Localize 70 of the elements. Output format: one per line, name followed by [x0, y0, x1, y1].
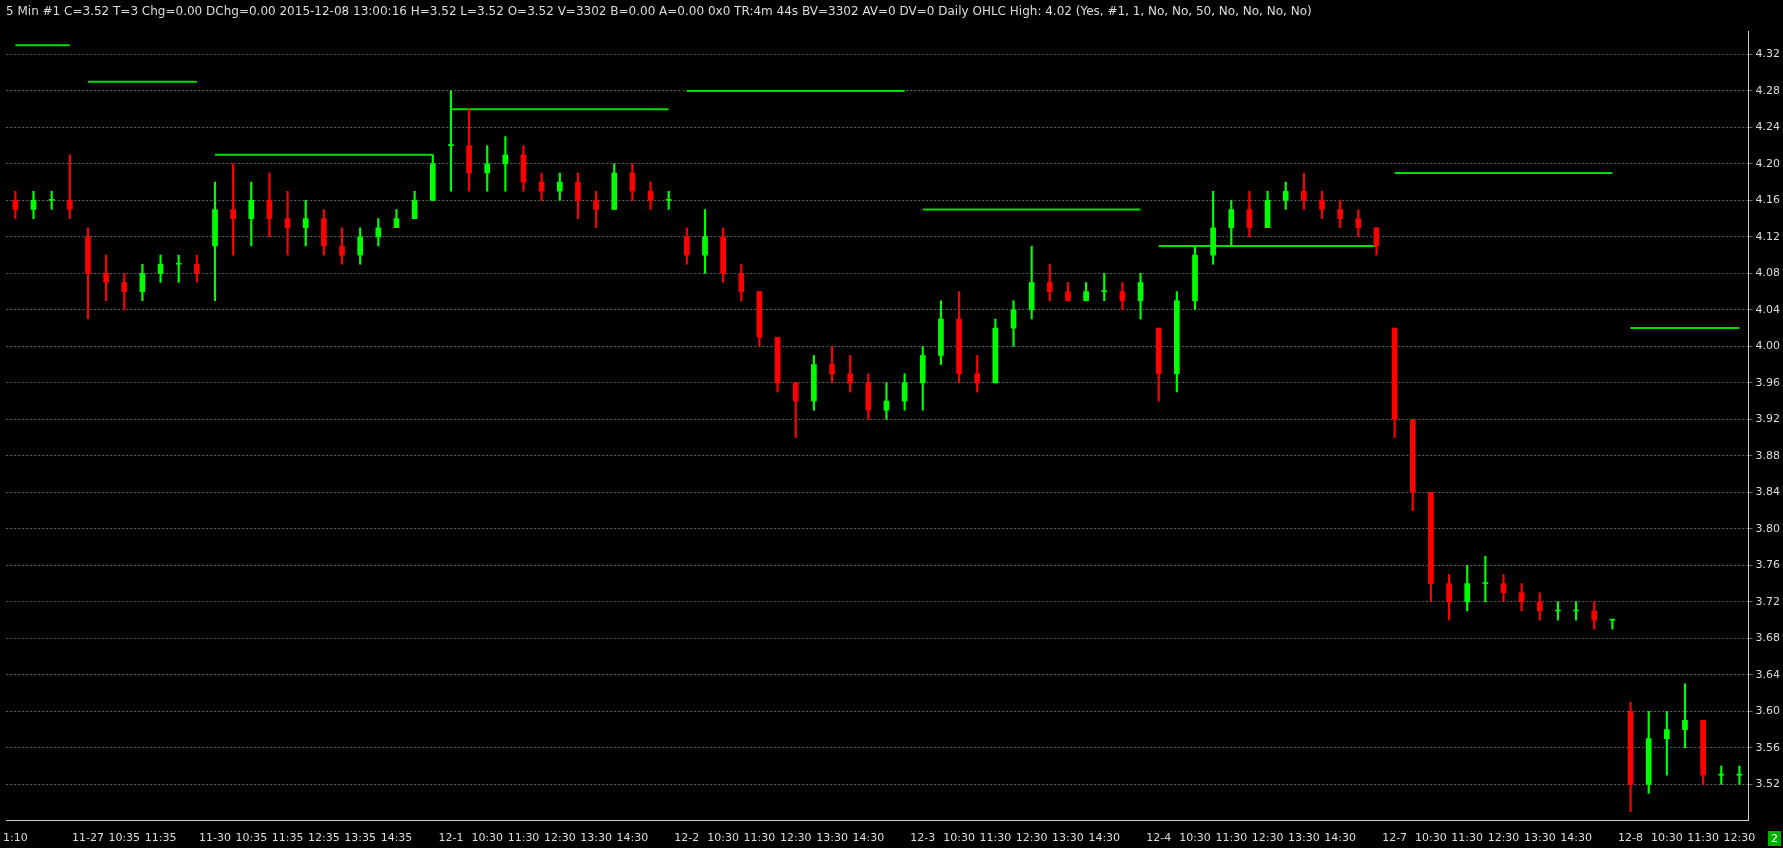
x-tick-label: 12-1	[438, 831, 464, 845]
candlestick	[448, 90, 454, 192]
x-tick-label: 14:30	[1560, 831, 1592, 845]
x-tick-label: 11:35	[144, 831, 177, 845]
y-tick-label: 4.04	[1755, 302, 1781, 316]
x-tick-label: 13:30	[580, 831, 612, 845]
y-tick-label: 4.32	[1755, 47, 1781, 61]
y-tick-label: 3.76	[1755, 558, 1781, 572]
y-tick-label: 3.52	[1755, 777, 1781, 791]
y-tick-label: 3.60	[1755, 704, 1781, 718]
y-tick-label: 3.80	[1755, 521, 1781, 535]
y-tick-label: 3.92	[1755, 412, 1781, 426]
x-tick-label: 12:30	[1723, 831, 1756, 845]
y-tick-label: 3.96	[1755, 375, 1781, 389]
x-tick-label: 11:30	[507, 831, 540, 845]
x-tick-label: 11:35	[271, 831, 304, 845]
x-tick-label: 13:35	[344, 831, 377, 845]
y-tick-label: 3.88	[1755, 448, 1781, 462]
x-tick-label: 10:30	[471, 831, 504, 845]
candlestick	[1736, 765, 1743, 785]
x-tick-label: 14:30	[616, 831, 649, 845]
x-tick-label: 13:30	[1523, 831, 1556, 845]
x-tick-label: 10:35	[108, 831, 141, 845]
x-tick-label: 13:30	[1052, 831, 1084, 845]
x-tick-label: 10:30	[1650, 831, 1683, 845]
x-tick-label: 12-4	[1146, 831, 1172, 845]
x-tick-label: 11-30	[199, 831, 231, 845]
y-tick-label: 4.20	[1755, 156, 1781, 170]
x-tick-label: 10:30	[1415, 831, 1447, 845]
y-tick-label: 3.72	[1755, 594, 1781, 608]
x-tick-label: 10:30	[1179, 831, 1211, 845]
x-tick-label: 12-7	[1382, 831, 1408, 845]
x-tick-label: 12-3	[910, 831, 936, 845]
text: 2	[1768, 831, 1781, 846]
x-tick-label: 10:30	[943, 831, 975, 845]
x-tick-label: 12:30	[779, 831, 812, 845]
x-tick-label: 10:30	[707, 831, 739, 845]
x-tick-label: 11:30	[1215, 831, 1248, 845]
x-tick-label: 12:30	[543, 831, 576, 845]
x-tick-label: 11:30	[743, 831, 776, 845]
y-tick-label: 4.00	[1755, 339, 1781, 353]
x-tick-label: 10:35	[235, 831, 268, 845]
x-tick-label: 14:30	[852, 831, 885, 845]
x-tick-label: 14:35	[380, 831, 413, 845]
x-tick-label: 12:30	[1015, 831, 1048, 845]
x-tick-label: 13:30	[816, 831, 848, 845]
y-tick-label: 4.16	[1755, 193, 1781, 207]
y-tick-label: 3.68	[1755, 631, 1781, 645]
candlestick	[883, 382, 890, 420]
x-tick-label: 11:30	[1687, 831, 1719, 845]
x-tick-label: 1:10	[3, 831, 28, 845]
x-tick-label: 11-27	[71, 831, 104, 845]
x-tick-label: 12-8	[1618, 831, 1644, 845]
y-tick-label: 4.24	[1755, 120, 1781, 134]
x-tick-label: 12:30	[1487, 831, 1520, 845]
y-tick-label: 3.64	[1755, 667, 1781, 681]
x-tick-label: 14:30	[1324, 831, 1357, 845]
y-tick-label: 3.56	[1755, 740, 1781, 754]
y-tick-label: 4.28	[1755, 83, 1781, 97]
y-tick-label: 4.08	[1755, 266, 1781, 280]
x-tick-label: 12:35	[308, 831, 340, 845]
x-tick-label: 12:30	[1251, 831, 1284, 845]
x-tick-label: 13:30	[1288, 831, 1320, 845]
y-tick-label: 3.84	[1755, 485, 1781, 499]
x-tick-label: 14:30	[1088, 831, 1121, 845]
y-tick-label: 4.12	[1755, 229, 1781, 243]
x-tick-label: 11:30	[1451, 831, 1484, 845]
chart-title: 5 Min #1 C=3.52 T=3 Chg=0.00 DChg=0.00 2015-12-08 13:00:16 H=3.52 L=3.52 O=3.52 V=3302 B=0.00 A=0.00 0x0 TR:4m 44s BV=3302 AV=0 DV=0 Daily OHLC High: 4.02 (Yes, #1, 1, No, No, 50, No, No, No, No)	[5, 3, 1313, 20]
x-tick-label: 11:30	[979, 831, 1012, 845]
x-tick-label: 12-2	[674, 831, 700, 845]
